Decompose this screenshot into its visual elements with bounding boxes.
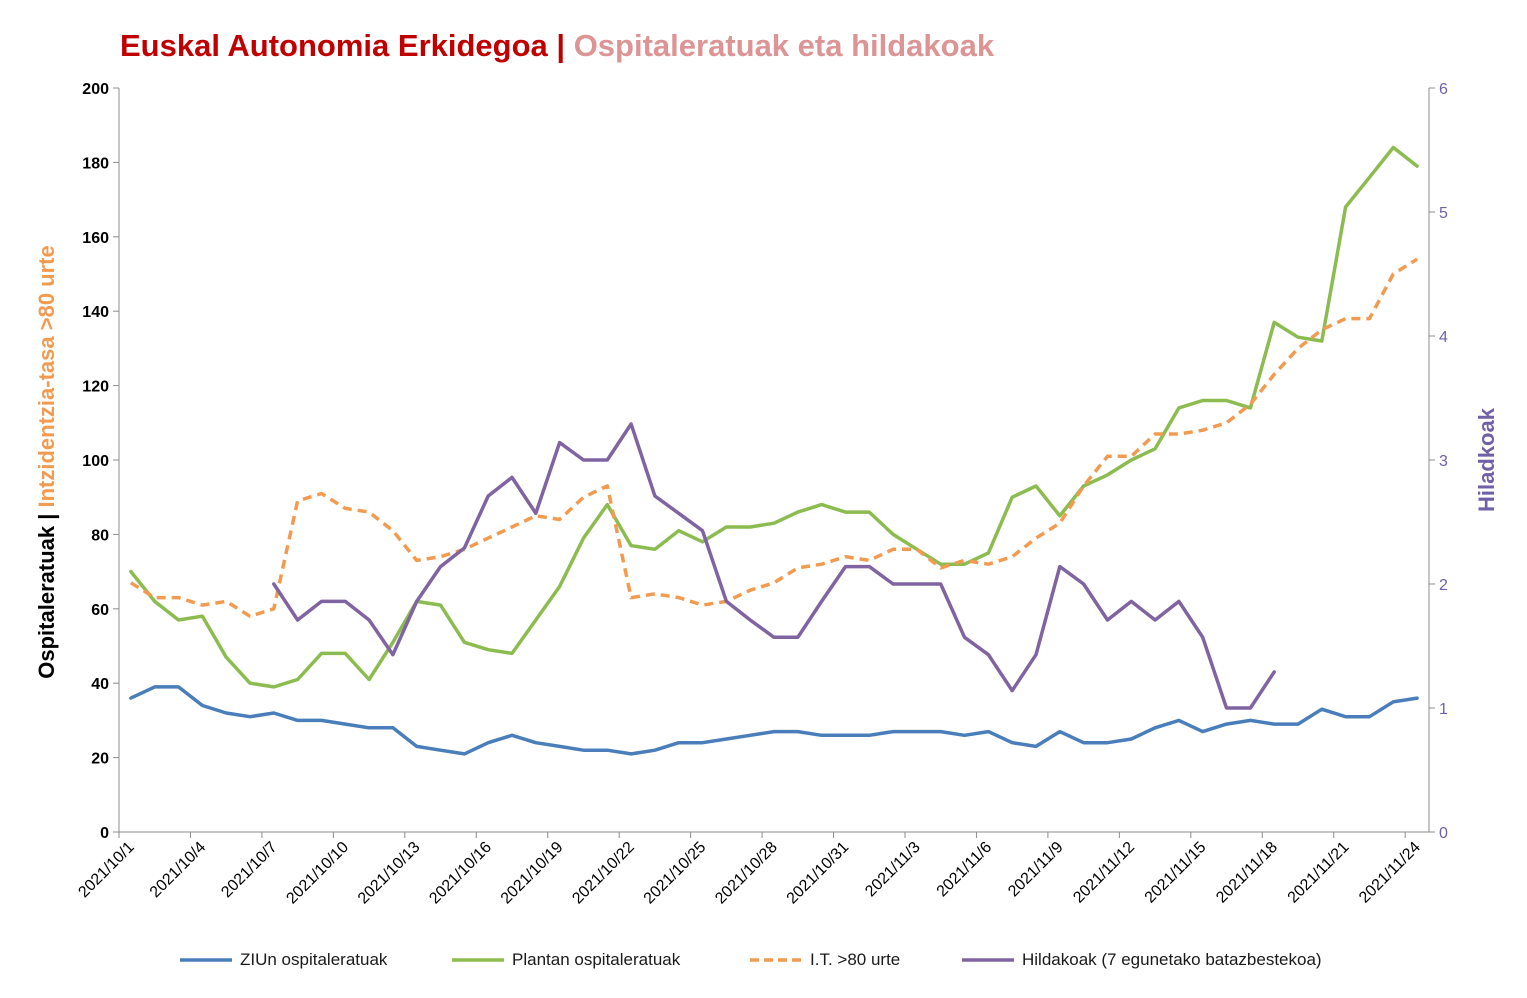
x-tick-label: 2021/11/9 bbox=[1005, 839, 1067, 901]
left-tick-label: 140 bbox=[82, 304, 109, 321]
x-tick-label: 2021/11/21 bbox=[1285, 839, 1353, 907]
chart-title: Euskal Autonomia Erkidegoa | Ospitalerat… bbox=[120, 28, 994, 64]
legend-item-hildakoak: Hildakoak (7 egunetako batazbestekoa) bbox=[962, 950, 1322, 970]
x-tick-label: 2021/11/3 bbox=[862, 839, 924, 901]
left-tick-label: 180 bbox=[82, 155, 109, 172]
legend-item-ziun: ZIUn ospitaleratuak bbox=[180, 950, 387, 970]
right-tick-label: 1 bbox=[1439, 701, 1448, 718]
series-line-plantan bbox=[129, 145, 1419, 689]
left-axis-title-part2: Intzidentzia-tasa >80 urte bbox=[34, 245, 59, 507]
x-tick-label: 2021/11/18 bbox=[1213, 839, 1281, 907]
chart-legend: ZIUn ospitaleratuak Plantan ospitaleratu… bbox=[0, 950, 1527, 982]
right-tick-label: 0 bbox=[1439, 825, 1448, 842]
legend-line-ziun bbox=[180, 958, 232, 962]
right-tick-label: 2 bbox=[1439, 577, 1448, 594]
legend-item-plantan: Plantan ospitaleratuak bbox=[452, 950, 680, 970]
x-tick-label: 2021/10/22 bbox=[569, 839, 638, 908]
x-tick-label: 2021/10/4 bbox=[147, 839, 209, 901]
right-tick-label: 5 bbox=[1439, 205, 1448, 222]
left-tick-label: 80 bbox=[91, 527, 109, 544]
x-tick-label: 2021/11/15 bbox=[1142, 839, 1210, 907]
x-tick-label: 2021/10/16 bbox=[426, 839, 495, 908]
x-tick-label: 2021/10/19 bbox=[498, 839, 567, 908]
right-tick-label: 4 bbox=[1439, 329, 1448, 346]
x-tick-label: 2021/10/31 bbox=[784, 839, 853, 908]
left-tick-label: 40 bbox=[91, 676, 109, 693]
x-tick-label: 2021/11/12 bbox=[1070, 839, 1138, 907]
right-axis-title: Hiladkoak bbox=[1474, 407, 1499, 512]
chart-title-part1: Euskal Autonomia Erkidegoa | bbox=[120, 28, 574, 63]
left-axis-title-part1: Ospitaleratuak | bbox=[34, 508, 59, 679]
legend-line-it80 bbox=[750, 958, 802, 962]
series-line-ziun bbox=[129, 685, 1419, 756]
legend-label-hildakoak: Hildakoak (7 egunetako batazbestekoa) bbox=[1022, 950, 1322, 969]
x-tick-label: 2021/10/28 bbox=[712, 839, 781, 908]
left-axis-title: Ospitaleratuak | Intzidentzia-tasa >80 u… bbox=[34, 245, 59, 678]
right-tick-label: 6 bbox=[1439, 81, 1448, 98]
legend-line-hildakoak bbox=[962, 958, 1014, 962]
right-tick-label: 3 bbox=[1439, 453, 1448, 470]
legend-label-ziun: ZIUn ospitaleratuak bbox=[240, 950, 388, 969]
legend-label-plantan: Plantan ospitaleratuak bbox=[512, 950, 681, 969]
legend-item-it80: I.T. >80 urte bbox=[750, 950, 900, 970]
left-tick-label: 60 bbox=[91, 602, 109, 619]
x-tick-label: 2021/10/7 bbox=[218, 839, 280, 901]
left-tick-label: 120 bbox=[82, 379, 109, 396]
left-tick-label: 160 bbox=[82, 230, 109, 247]
left-tick-label: 100 bbox=[82, 453, 109, 470]
left-tick-label: 200 bbox=[82, 81, 109, 98]
chart-title-part2: Ospitaleratuak eta hildakoak bbox=[573, 28, 995, 63]
x-tick-label: 2021/10/25 bbox=[641, 839, 710, 908]
legend-line-plantan bbox=[452, 958, 504, 962]
x-tick-label: 2021/11/24 bbox=[1356, 839, 1424, 907]
series-line-hildakoak bbox=[272, 422, 1276, 710]
series-line-it80 bbox=[129, 257, 1419, 618]
left-tick-label: 0 bbox=[100, 825, 109, 842]
legend-label-it80: I.T. >80 urte bbox=[810, 950, 901, 969]
left-tick-label: 20 bbox=[91, 751, 109, 768]
x-tick-label: 2021/10/10 bbox=[283, 839, 352, 908]
x-tick-label: 2021/11/6 bbox=[934, 839, 996, 901]
x-tick-label: 2021/10/13 bbox=[355, 839, 424, 908]
x-tick-label: 2021/10/1 bbox=[75, 839, 137, 901]
